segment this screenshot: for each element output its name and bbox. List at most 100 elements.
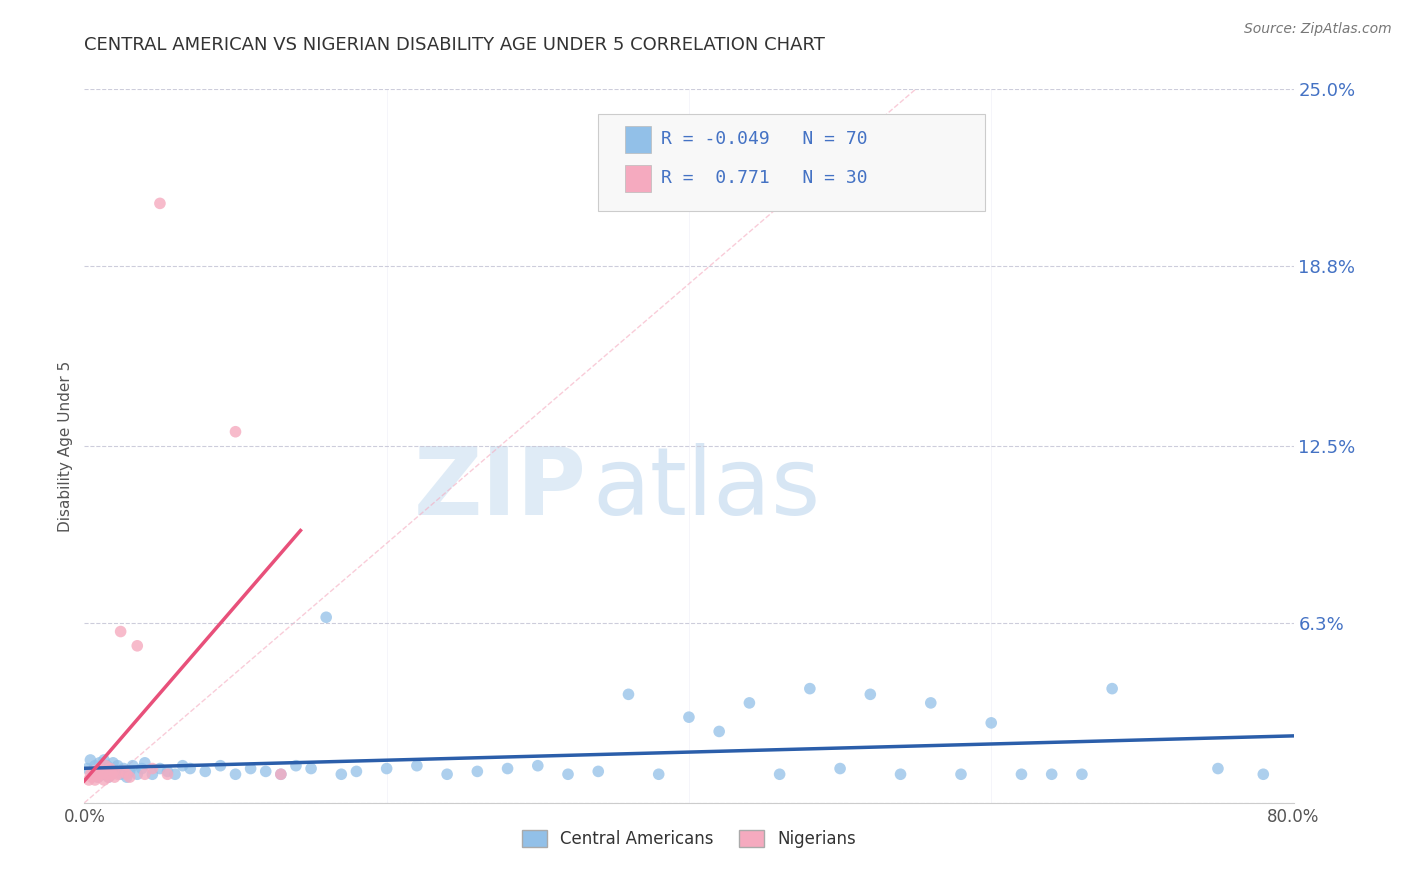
Legend: Central Americans, Nigerians: Central Americans, Nigerians bbox=[516, 823, 862, 855]
Point bbox=[209, 758, 232, 772]
Point bbox=[90, 762, 112, 776]
Point bbox=[131, 762, 153, 776]
Point bbox=[1101, 681, 1123, 696]
Point bbox=[769, 767, 792, 781]
Point bbox=[270, 767, 292, 781]
Point bbox=[94, 758, 117, 772]
Point bbox=[87, 770, 110, 784]
Point bbox=[330, 767, 353, 781]
Text: atlas: atlas bbox=[592, 442, 821, 535]
Point bbox=[375, 762, 398, 776]
Point bbox=[80, 770, 103, 784]
Point bbox=[239, 762, 262, 776]
Point bbox=[406, 758, 429, 772]
Point bbox=[134, 756, 156, 770]
Point bbox=[172, 758, 194, 772]
Point bbox=[149, 762, 172, 776]
Point bbox=[678, 710, 700, 724]
Point bbox=[859, 687, 882, 701]
Point bbox=[107, 758, 129, 772]
Point bbox=[118, 770, 141, 784]
FancyBboxPatch shape bbox=[599, 114, 986, 211]
Point bbox=[84, 772, 107, 787]
Point bbox=[112, 764, 135, 779]
Point bbox=[165, 767, 187, 781]
Point bbox=[830, 762, 852, 776]
Point bbox=[890, 767, 912, 781]
Point bbox=[101, 756, 124, 770]
Point bbox=[127, 767, 149, 781]
Point bbox=[104, 764, 127, 779]
Point bbox=[194, 764, 217, 779]
Point bbox=[179, 762, 201, 776]
Point bbox=[104, 770, 127, 784]
Point bbox=[270, 767, 292, 781]
Point bbox=[346, 764, 368, 779]
Point bbox=[87, 770, 110, 784]
Text: ZIP: ZIP bbox=[413, 442, 586, 535]
Point bbox=[96, 767, 118, 781]
Point bbox=[156, 764, 179, 779]
Point bbox=[79, 767, 101, 781]
Point bbox=[141, 767, 163, 781]
Point bbox=[127, 639, 149, 653]
Point bbox=[91, 764, 114, 779]
Point bbox=[100, 767, 122, 781]
Point bbox=[101, 764, 124, 779]
Point bbox=[709, 724, 731, 739]
Point bbox=[1011, 767, 1033, 781]
Point bbox=[799, 681, 821, 696]
Point bbox=[950, 767, 973, 781]
Point bbox=[121, 758, 143, 772]
Point bbox=[112, 762, 135, 776]
Point bbox=[588, 764, 610, 779]
Point bbox=[1071, 767, 1094, 781]
Point bbox=[225, 425, 247, 439]
Y-axis label: Disability Age Under 5: Disability Age Under 5 bbox=[58, 360, 73, 532]
Point bbox=[115, 767, 138, 781]
Point bbox=[89, 762, 111, 776]
Point bbox=[110, 767, 132, 781]
Point bbox=[79, 753, 101, 767]
Point bbox=[315, 610, 337, 624]
Point bbox=[96, 758, 118, 772]
Point bbox=[141, 762, 163, 776]
Point bbox=[134, 767, 156, 781]
Point bbox=[93, 772, 115, 787]
Point bbox=[1040, 767, 1063, 781]
Point bbox=[90, 767, 112, 781]
FancyBboxPatch shape bbox=[624, 165, 651, 192]
Point bbox=[156, 767, 179, 781]
Text: R = -0.049   N = 70: R = -0.049 N = 70 bbox=[661, 130, 868, 148]
Point bbox=[76, 762, 98, 776]
Point bbox=[89, 756, 111, 770]
Point bbox=[98, 762, 121, 776]
Point bbox=[107, 767, 129, 781]
Point bbox=[82, 764, 104, 779]
Point bbox=[225, 767, 247, 781]
Point bbox=[86, 764, 108, 779]
Point bbox=[1253, 767, 1275, 781]
Point bbox=[557, 767, 579, 781]
Point bbox=[1206, 762, 1229, 776]
Point bbox=[436, 767, 458, 781]
Point bbox=[86, 767, 108, 781]
Point bbox=[299, 762, 322, 776]
Point bbox=[980, 715, 1002, 730]
Point bbox=[648, 767, 671, 781]
Point bbox=[94, 764, 117, 779]
Point bbox=[77, 772, 100, 787]
Text: R =  0.771   N = 30: R = 0.771 N = 30 bbox=[661, 169, 868, 187]
Point bbox=[285, 758, 308, 772]
FancyBboxPatch shape bbox=[624, 126, 651, 153]
Point bbox=[91, 767, 114, 781]
Point bbox=[82, 767, 104, 781]
Point bbox=[110, 624, 132, 639]
Point bbox=[115, 770, 138, 784]
Point bbox=[149, 196, 172, 211]
Point bbox=[738, 696, 761, 710]
Text: Source: ZipAtlas.com: Source: ZipAtlas.com bbox=[1244, 22, 1392, 37]
Point bbox=[93, 753, 115, 767]
Point bbox=[118, 764, 141, 779]
Point bbox=[84, 758, 107, 772]
